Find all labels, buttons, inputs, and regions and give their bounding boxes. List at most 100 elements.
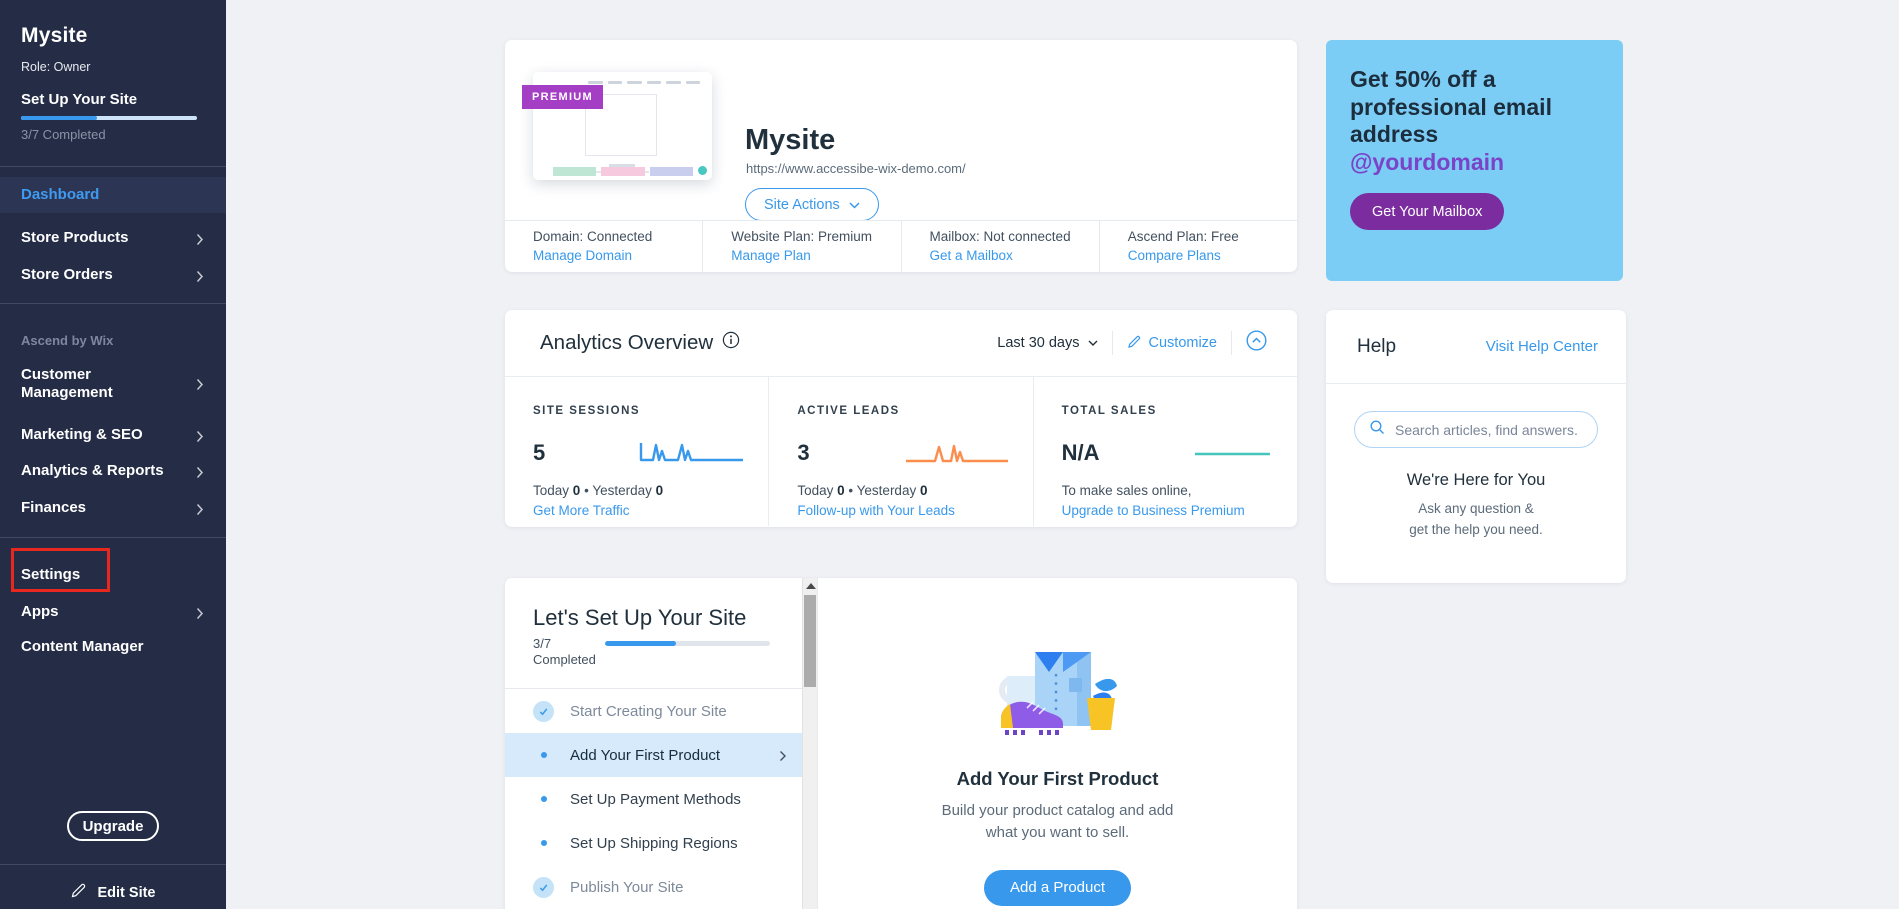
checklist-item-label: Set Up Shipping Regions bbox=[570, 834, 738, 852]
site-thumbnail-color-blocks bbox=[553, 167, 693, 176]
chevron-right-icon bbox=[196, 378, 204, 395]
divider bbox=[1111, 331, 1113, 355]
customize-button[interactable]: Customize bbox=[1127, 334, 1218, 353]
pencil-icon bbox=[1127, 334, 1142, 353]
sidebar-item-customer-management[interactable]: Customer Management bbox=[0, 362, 226, 408]
sidebar-setup-progressbar bbox=[21, 116, 197, 120]
checklist-item-shipping-regions[interactable]: Set Up Shipping Regions bbox=[505, 821, 803, 865]
sidebar-item-label: Store Orders bbox=[21, 266, 113, 283]
help-title: Help bbox=[1357, 335, 1397, 357]
checklist-progress-fill bbox=[605, 641, 676, 646]
sidebar-item-label: Dashboard bbox=[21, 186, 100, 203]
site-thumbnail[interactable] bbox=[533, 72, 712, 180]
sidebar-item-marketing-seo[interactable]: Marketing & SEO bbox=[0, 422, 226, 452]
manage-plan-link[interactable]: Manage Plan bbox=[731, 248, 811, 263]
sidebar-item-label: Finances bbox=[21, 499, 87, 516]
checklist-item-start-creating[interactable]: Start Creating Your Site bbox=[505, 689, 803, 733]
checklist-item-label: Add Your First Product bbox=[570, 746, 721, 764]
upgrade-business-premium-link[interactable]: Upgrade to Business Premium bbox=[1061, 503, 1245, 518]
search-icon bbox=[1369, 419, 1386, 441]
sidebar-item-analytics-reports[interactable]: Analytics & Reports bbox=[0, 458, 226, 488]
checklist-item-label: Set Up Payment Methods bbox=[570, 790, 741, 808]
get-more-traffic-link[interactable]: Get More Traffic bbox=[533, 503, 630, 518]
stat-today-yesterday: Today 0 • Yesterday 0 bbox=[533, 483, 664, 498]
sidebar-item-content-manager[interactable]: Content Manager bbox=[0, 634, 226, 664]
manage-domain-link[interactable]: Manage Domain bbox=[533, 248, 633, 263]
status-label: Mailbox: Not connected bbox=[929, 229, 1071, 244]
chevron-down-icon bbox=[849, 197, 860, 213]
sidebar-divider bbox=[0, 166, 226, 167]
chevron-right-icon bbox=[196, 270, 204, 287]
add-a-product-button[interactable]: Add a Product bbox=[983, 869, 1132, 906]
collapse-icon[interactable] bbox=[1246, 330, 1267, 356]
get-your-mailbox-button[interactable]: Get Your Mailbox bbox=[1350, 193, 1505, 231]
site-thumbnail-textline bbox=[609, 164, 635, 167]
help-search-box bbox=[1354, 411, 1598, 448]
promo-domain-accent: @yourdomain bbox=[1350, 148, 1505, 175]
sidebar-divider bbox=[0, 864, 226, 865]
customize-label: Customize bbox=[1148, 335, 1218, 351]
sidebar-item-store-products[interactable]: Store Products bbox=[0, 225, 226, 255]
sessions-sparkline bbox=[640, 443, 744, 462]
analytics-stats-row: SITE SESSIONS 5 Today 0 • Yesterday 0 Ge… bbox=[505, 377, 1297, 526]
info-icon[interactable] bbox=[722, 331, 740, 355]
sidebar-item-label: Customer Management bbox=[21, 366, 113, 401]
site-actions-button[interactable]: Site Actions bbox=[745, 188, 879, 221]
checklist-item-publish-site[interactable]: Publish Your Site bbox=[505, 865, 803, 909]
sidebar-setup-title[interactable]: Set Up Your Site bbox=[21, 91, 138, 108]
status-mailbox: Mailbox: Not connected Get a Mailbox bbox=[900, 221, 1099, 272]
sidebar-setup-progress-text: 3/7 Completed bbox=[21, 127, 106, 142]
scrollbar-thumb[interactable] bbox=[804, 595, 816, 687]
sidebar-item-settings[interactable]: Settings bbox=[0, 562, 226, 592]
add-product-title: Add Your First Product bbox=[956, 768, 1159, 789]
sidebar-item-label: Content Manager bbox=[21, 638, 144, 655]
upgrade-button[interactable]: Upgrade bbox=[67, 811, 159, 841]
site-thumbnail-nav bbox=[588, 81, 700, 85]
get-mailbox-link[interactable]: Get a Mailbox bbox=[929, 248, 1013, 263]
date-range-selector[interactable]: Last 30 days bbox=[997, 335, 1097, 351]
stat-label: ACTIVE LEADS bbox=[797, 405, 900, 417]
site-title: Mysite bbox=[745, 124, 836, 156]
sidebar-item-dashboard[interactable]: Dashboard bbox=[0, 177, 226, 213]
stat-label: SITE SESSIONS bbox=[533, 405, 641, 417]
sidebar-item-finances[interactable]: Finances bbox=[0, 495, 226, 525]
add-product-panel: Add Your First Product Build your produc… bbox=[818, 578, 1297, 909]
sidebar-section-ascend: Ascend by Wix bbox=[21, 333, 114, 348]
help-search-input[interactable] bbox=[1395, 421, 1585, 438]
sidebar-item-label: Store Products bbox=[21, 229, 129, 246]
sidebar-item-apps[interactable]: Apps bbox=[0, 599, 226, 629]
site-thumbnail-hero bbox=[585, 94, 657, 156]
follow-up-leads-link[interactable]: Follow-up with Your Leads bbox=[797, 503, 955, 518]
stat-label: TOTAL SALES bbox=[1061, 405, 1157, 417]
analytics-title: Analytics Overview bbox=[540, 331, 714, 354]
sidebar-divider bbox=[0, 303, 226, 304]
bullet-icon bbox=[540, 840, 547, 846]
visit-help-center-link[interactable]: Visit Help Center bbox=[1485, 338, 1598, 355]
sidebar-item-label: Marketing & SEO bbox=[21, 426, 143, 443]
checklist-item-payment-methods[interactable]: Set Up Payment Methods bbox=[505, 777, 803, 821]
sidebar-divider bbox=[0, 537, 226, 538]
leads-sparkline bbox=[905, 444, 1008, 463]
stat-active-leads: ACTIVE LEADS 3 Today 0 • Yesterday 0 Fol… bbox=[768, 377, 1032, 526]
scroll-up-arrow-icon[interactable] bbox=[806, 583, 816, 589]
product-illustration bbox=[998, 652, 1117, 735]
site-actions-label: Site Actions bbox=[764, 196, 840, 213]
compare-plans-link[interactable]: Compare Plans bbox=[1127, 248, 1221, 263]
edit-site-button[interactable]: Edit Site bbox=[0, 876, 226, 909]
edit-site-label: Edit Site bbox=[97, 884, 156, 901]
sidebar-item-store-orders[interactable]: Store Orders bbox=[0, 262, 226, 292]
sidebar-site-name: Mysite bbox=[21, 24, 88, 47]
setup-checklist-panel: Let's Set Up Your Site 3/7 Completed Sta… bbox=[505, 578, 818, 909]
stat-note: To make sales online, bbox=[1061, 483, 1192, 498]
help-subtext: Ask any question & get the help you need… bbox=[1409, 501, 1543, 537]
sales-sparkline bbox=[1194, 452, 1270, 456]
checklist-item-add-product[interactable]: Add Your First Product bbox=[505, 733, 803, 777]
pencil-icon bbox=[70, 882, 87, 903]
chevron-right-icon bbox=[196, 430, 204, 447]
status-ascend-plan: Ascend Plan: Free Compare Plans bbox=[1098, 221, 1297, 272]
sidebar-role: Role: Owner bbox=[21, 60, 91, 74]
stat-today-yesterday: Today 0 • Yesterday 0 bbox=[797, 483, 928, 498]
status-label: Website Plan: Premium bbox=[731, 229, 873, 244]
checklist-scrollbar[interactable] bbox=[802, 578, 817, 909]
